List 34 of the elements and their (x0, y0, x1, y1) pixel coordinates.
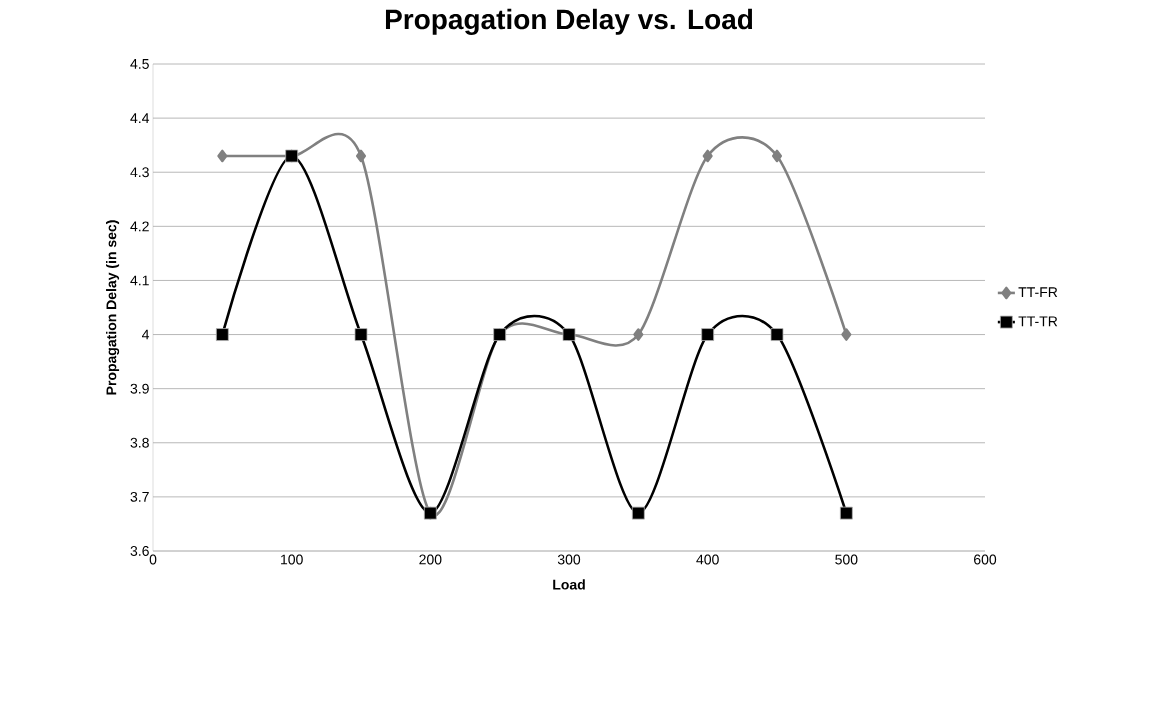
point (215, 328, 229, 341)
point (702, 149, 713, 163)
x-tick-label: 600 (974, 554, 997, 565)
x-tick-label: 0 (149, 554, 157, 565)
point (841, 328, 852, 341)
point (839, 506, 853, 520)
x-axis-title: Load (553, 579, 585, 590)
point (771, 149, 783, 163)
point (701, 328, 715, 341)
point (354, 328, 368, 341)
point (355, 149, 367, 163)
y-axis-title: Propagation Delay (in sec) (106, 220, 120, 395)
x-tick-label: 400 (696, 554, 719, 565)
y-tick-label: 4 (142, 329, 150, 340)
legend-label: TT-TR (1018, 316, 1058, 327)
y-tick-label: 3.6 (130, 546, 149, 556)
point (770, 328, 784, 341)
y-tick-label: 3.8 (130, 437, 149, 448)
y-tick-label: 4.3 (130, 167, 149, 178)
x-tick-label: 300 (557, 554, 581, 565)
chart-title: Propagation Delay vs. Load (385, 8, 753, 35)
x-tick-label: 200 (419, 554, 442, 565)
y-tick-label: 3.7 (130, 491, 149, 502)
y-tick-label: 4.2 (130, 221, 149, 232)
point (631, 506, 645, 520)
y-tick-label: 4.1 (130, 275, 149, 286)
y-tick-label: 4.5 (130, 59, 149, 69)
point (217, 149, 228, 163)
x-tick-label: 500 (835, 554, 858, 565)
legend-label: TT-FR (1018, 287, 1058, 297)
point (633, 328, 644, 341)
y-tick-label: 3.9 (130, 383, 149, 394)
x-tick-label: 100 (281, 554, 303, 565)
y-tick-label: 4.4 (130, 113, 150, 123)
